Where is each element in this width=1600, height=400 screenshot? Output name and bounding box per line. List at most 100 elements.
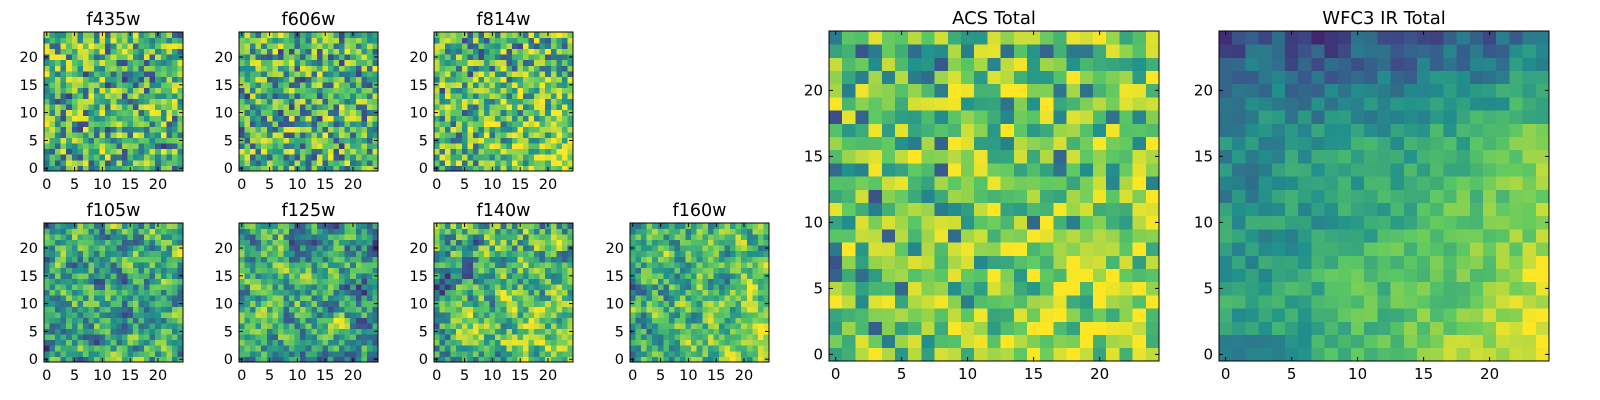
heatmap-cell — [881, 176, 896, 190]
heatmap-cell — [66, 267, 73, 274]
heatmap-cell — [305, 37, 312, 44]
heatmap-cell — [66, 43, 73, 50]
heatmap-cell — [730, 223, 737, 229]
heatmap-cell — [545, 311, 552, 318]
heatmap-cell — [746, 273, 753, 279]
heatmap-cell — [434, 250, 440, 257]
heatmap-cell — [713, 323, 720, 330]
heatmap-cell — [160, 250, 167, 257]
heatmap-cell — [166, 48, 173, 55]
heatmap-cell — [82, 223, 89, 229]
heatmap-cell — [1093, 308, 1107, 322]
heatmap-cell — [445, 223, 452, 229]
heatmap-cell — [255, 82, 262, 88]
heatmap-cell — [506, 109, 513, 116]
heatmap-cell — [177, 234, 184, 241]
heatmap-cell — [752, 245, 759, 252]
x-tick-label: 0 — [432, 177, 441, 193]
heatmap-cell — [105, 306, 112, 313]
heatmap-cell — [545, 250, 552, 257]
heatmap-cell — [166, 278, 173, 285]
heatmap-cell — [366, 289, 373, 296]
heatmap-cell — [556, 284, 563, 291]
heatmap-cell — [77, 143, 84, 150]
heatmap-cell — [149, 48, 156, 55]
heatmap-cell — [461, 48, 468, 55]
heatmap-cell — [517, 93, 524, 100]
heatmap-cell — [261, 273, 268, 279]
heatmap-cell — [322, 70, 329, 77]
heatmap-cell — [239, 228, 245, 235]
heatmap-cell — [60, 165, 67, 172]
heatmap-cell — [842, 308, 856, 322]
heatmap-cell — [177, 345, 184, 352]
heatmap-cell — [311, 43, 318, 50]
heatmap-cell — [105, 59, 112, 66]
heatmap-cell — [1000, 176, 1015, 190]
heatmap-cell — [121, 98, 128, 105]
heatmap-cell — [456, 43, 463, 50]
heatmap-cell — [55, 300, 62, 307]
heatmap-cell — [685, 245, 692, 252]
heatmap-cell — [528, 165, 535, 172]
heatmap-cell — [339, 223, 346, 229]
heatmap-cell — [283, 300, 290, 307]
heatmap-cell — [545, 154, 552, 161]
heatmap-cell — [49, 115, 56, 122]
heatmap-cell — [344, 54, 351, 61]
heatmap-cell — [311, 82, 318, 88]
heatmap-cell — [550, 109, 557, 116]
heatmap-cell — [445, 154, 452, 161]
heatmap-cell — [757, 223, 764, 229]
heatmap-cell — [484, 311, 490, 318]
heatmap-cell — [372, 339, 379, 346]
heatmap-cell — [177, 154, 184, 161]
heatmap-cell — [947, 242, 962, 256]
heatmap-cell — [132, 261, 139, 268]
heatmap-cell — [434, 48, 440, 55]
heatmap-cell — [333, 98, 340, 105]
axes-frame — [238, 222, 379, 363]
heatmap-cell — [49, 82, 56, 88]
heatmap-cell — [244, 93, 251, 100]
heatmap-cell — [294, 345, 301, 352]
heatmap-cell — [144, 250, 151, 257]
heatmap-cell — [730, 345, 737, 352]
heatmap-cell — [1066, 281, 1081, 296]
heatmap-cell — [272, 143, 279, 150]
heatmap-cell — [311, 137, 318, 144]
heatmap-cell — [272, 356, 279, 363]
heatmap-cell — [439, 154, 446, 161]
heatmap-cell — [110, 306, 117, 313]
heatmap-cell — [517, 317, 524, 324]
heatmap-cell — [250, 120, 257, 127]
heatmap-cell — [160, 334, 167, 341]
heatmap-cell — [657, 228, 664, 235]
heatmap-cell — [255, 120, 262, 127]
heatmap-cell — [171, 132, 178, 139]
heatmap-cell — [561, 323, 568, 330]
heatmap-cell — [1079, 229, 1094, 243]
heatmap-cell — [344, 165, 351, 172]
heatmap-cell — [94, 48, 100, 55]
heatmap-cell — [556, 148, 563, 155]
heatmap-cell — [366, 104, 373, 111]
heatmap-cell — [144, 306, 151, 313]
heatmap-cell — [66, 37, 73, 44]
heatmap-cell — [646, 267, 653, 274]
heatmap-cell — [434, 239, 440, 246]
heatmap-cell — [99, 93, 106, 100]
heatmap-cell — [1093, 215, 1107, 230]
heatmap-cell — [277, 223, 284, 229]
heatmap-cell — [316, 143, 323, 150]
heatmap-cell — [283, 159, 290, 166]
heatmap-cell — [646, 328, 653, 335]
heatmap-cell — [316, 239, 323, 246]
heatmap-cell — [680, 350, 686, 357]
heatmap-cell — [105, 115, 112, 122]
heatmap-cell — [674, 300, 681, 307]
heatmap-cell — [305, 328, 312, 335]
heatmap-cell — [439, 334, 446, 341]
heatmap-cell — [77, 250, 84, 257]
heatmap-cell — [707, 300, 714, 307]
